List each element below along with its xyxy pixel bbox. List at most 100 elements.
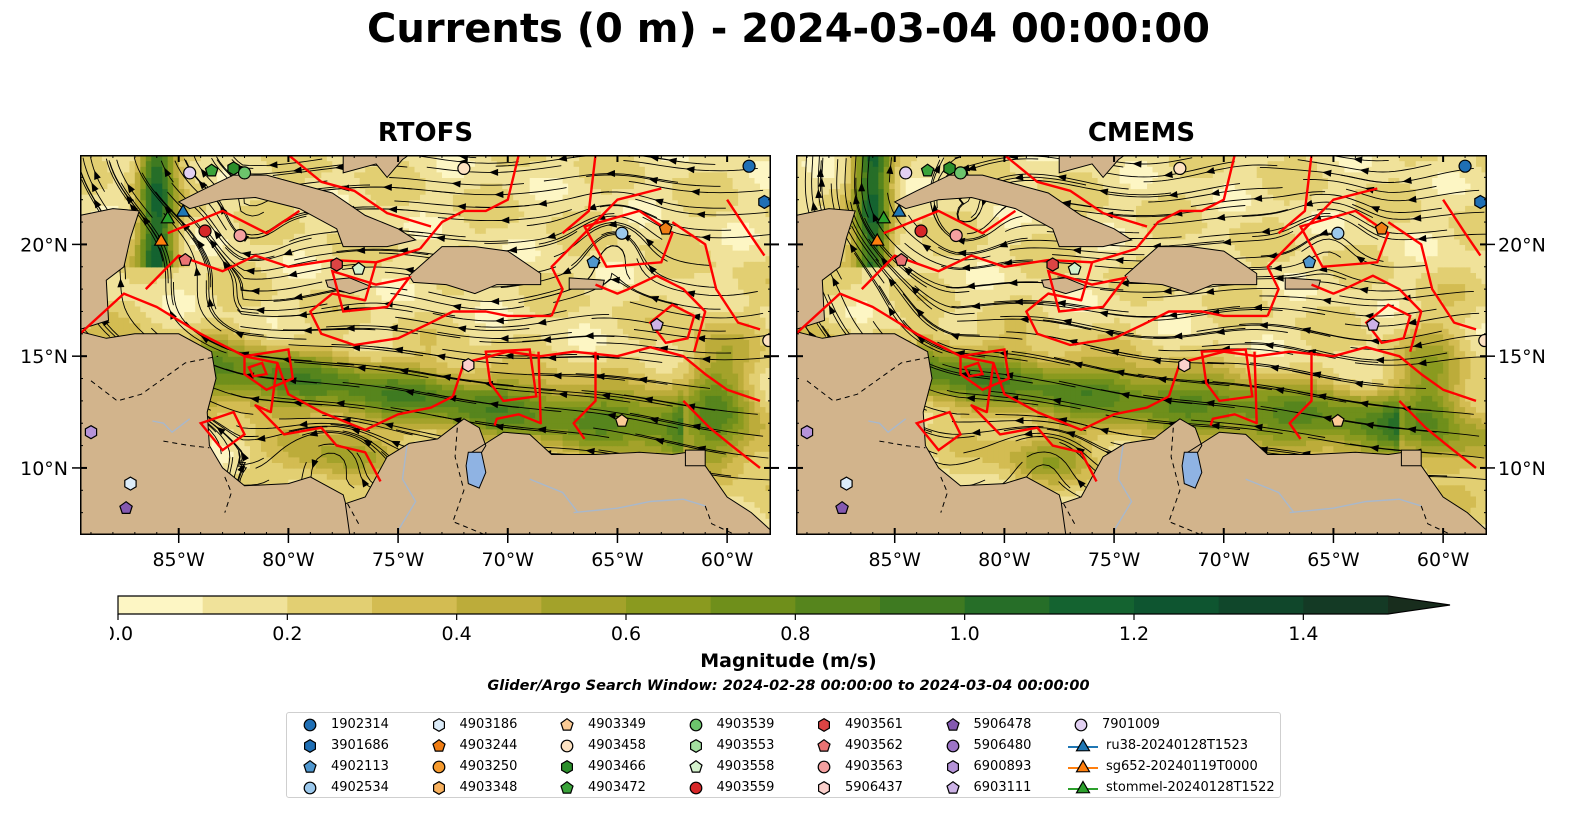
streamline-arrow — [933, 164, 941, 174]
legend-triangle — [1075, 737, 1091, 751]
marker-5906437 — [462, 357, 475, 373]
marker-1902314 — [1458, 159, 1472, 173]
legend-marker-hexagon — [818, 780, 830, 795]
legend-pentagon — [688, 759, 703, 773]
streamline-arrow — [1061, 200, 1072, 207]
streamline-arrow — [695, 211, 706, 219]
streamline-arrow — [696, 335, 706, 343]
streamline-arrow — [255, 306, 265, 314]
streamline-arrow — [606, 412, 617, 420]
streamline-arrow — [828, 305, 836, 315]
streamline-arrow — [390, 440, 401, 448]
streamline-arrow — [1417, 234, 1427, 242]
streamline-arrow — [222, 260, 231, 270]
streamline-arrow — [971, 428, 981, 436]
eez-line — [726, 199, 766, 257]
streamline-arrow — [1098, 188, 1109, 196]
legend-hexagon — [818, 780, 830, 795]
marker-3901686 — [1474, 194, 1487, 210]
streamline-arrow — [292, 166, 302, 174]
streamline-arrow — [1359, 167, 1369, 175]
streamline-arrow — [1205, 167, 1215, 174]
streamline-arrow — [648, 264, 657, 274]
legend-marker-pentagon — [688, 759, 703, 773]
eez-zone — [959, 348, 1011, 392]
eez-line — [970, 362, 1098, 482]
streamline-arrow — [888, 306, 896, 317]
streamline-arrow — [903, 266, 913, 276]
lake-maracaibo — [465, 451, 487, 489]
legend-label: 4903250 — [459, 759, 518, 774]
streamline-arrow — [494, 317, 504, 325]
legend-label: 1902314 — [331, 717, 389, 732]
marker-ru38-20240128T1523 — [175, 203, 191, 217]
streamline-arrow — [91, 182, 99, 193]
country-border — [940, 476, 948, 513]
marker-4903472 — [204, 163, 219, 177]
legend-pentagon — [560, 717, 574, 731]
country-border — [806, 355, 935, 402]
marker-4903561 — [330, 257, 343, 272]
colorbar-segment — [1049, 596, 1135, 614]
map-panel-rtofs — [80, 155, 771, 535]
marker-1902314 — [742, 159, 756, 173]
legend-pentagon — [303, 759, 317, 773]
legend-pentagon — [431, 738, 446, 752]
legend-label: 4903558 — [716, 759, 775, 774]
eez-line — [1135, 155, 1236, 250]
streamline-arrow — [610, 276, 620, 284]
streamline-arrow — [649, 296, 660, 303]
legend-item: 5906480 — [938, 735, 1031, 756]
colorbar-tick-label: 1.0 — [950, 623, 980, 645]
legend-item: stommel-20240128T1522 — [1066, 777, 1275, 798]
streamline-arrow — [1253, 194, 1263, 202]
marker-4903244 — [658, 221, 673, 235]
lon-tick-label: 85°W — [868, 549, 921, 571]
legend-item: 4903539 — [681, 714, 774, 735]
marker-5906478 — [835, 500, 849, 514]
legend-item: 6900893 — [938, 756, 1031, 777]
legend-marker-pentagon — [431, 738, 446, 752]
lon-tick-label: 80°W — [262, 549, 315, 571]
streamline-arrow — [1072, 247, 1082, 255]
streamline-arrow — [910, 286, 920, 295]
legend-marker-triangle-line — [1068, 737, 1098, 751]
eez-line — [1266, 187, 1378, 317]
streamline-arrow — [1406, 426, 1417, 434]
marker-4903186 — [840, 476, 853, 491]
streamline-arrow — [971, 302, 981, 310]
streamline-arrow — [1355, 255, 1366, 264]
streamline-arrow — [1402, 176, 1412, 184]
streamline-arrow — [1358, 286, 1369, 294]
streamline-arrow — [164, 167, 172, 178]
legend-hexagon — [304, 738, 316, 753]
eez-line — [1288, 351, 1313, 440]
marker-sg652-20240119T0000 — [869, 232, 885, 246]
streamline-arrow — [1215, 328, 1225, 336]
legend-marker-hexagon — [432, 780, 445, 795]
marker-4902534 — [1331, 226, 1345, 240]
map-rtofs — [80, 155, 771, 535]
legend-hexagon — [946, 759, 959, 774]
streamline-arrow — [127, 183, 135, 194]
streamline-arrow — [1321, 297, 1332, 305]
streamline-arrow — [915, 308, 925, 318]
streamline-arrow — [1272, 264, 1282, 272]
streamline-arrow — [1417, 359, 1427, 367]
marker-4902534 — [615, 226, 629, 240]
float-markers — [84, 159, 771, 514]
river — [152, 418, 191, 434]
country-border — [1063, 503, 1076, 525]
streamline-arrow — [194, 266, 202, 277]
legend-marker-circle — [432, 760, 445, 773]
streamline-arrow — [1317, 393, 1327, 401]
marker-6903111 — [650, 317, 664, 331]
marker-4903349 — [614, 413, 629, 427]
streamline-arrow — [585, 447, 595, 455]
lat-tick-label: 15°N — [20, 346, 68, 368]
lon-tick-label: 65°W — [1307, 549, 1360, 571]
streamline-arrow — [546, 232, 557, 240]
eez-line — [1167, 345, 1477, 403]
marker-4903186 — [124, 476, 137, 491]
streamline-arrow — [1014, 417, 1024, 425]
